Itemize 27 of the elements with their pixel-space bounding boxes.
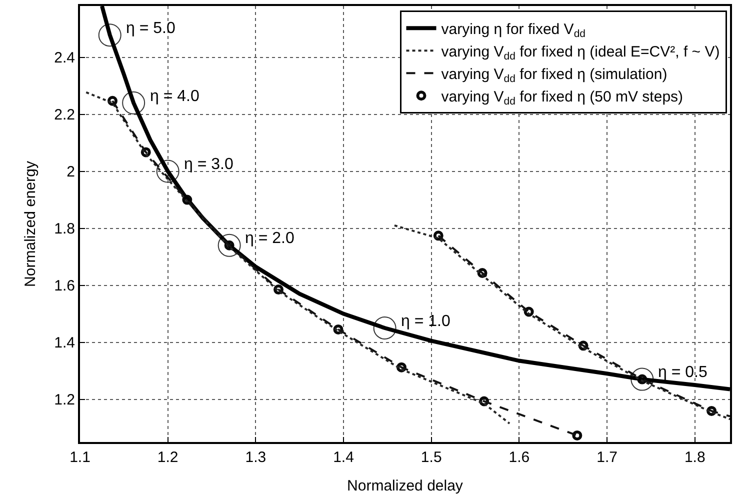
legend-label: varying η for fixed V$_{dd}$ — [441, 20, 586, 40]
annotation: η = 1.0 — [401, 313, 450, 330]
annotation: η = 4.0 — [150, 88, 200, 105]
y-tick-label: 2.2 — [54, 106, 75, 124]
x-axis-title: Normalized delay — [347, 478, 464, 494]
legend-label: varying V$_{dd}$ for fixed η (ideal E=CV², f ~ V) — [441, 43, 720, 63]
y-tick-label: 1.8 — [54, 220, 75, 238]
annotation: η = 0.5 — [658, 364, 708, 381]
legend-label: varying V$_{dd}$ for fixed η (simulation) — [441, 66, 668, 86]
x-tick-label: 1.8 — [684, 449, 706, 466]
y-axis-title: Normalized energy — [22, 160, 39, 287]
y-tick-label: 2 — [66, 164, 75, 181]
legend-label: varying V$_{dd}$ for fixed η (50 mV steps) — [441, 88, 684, 108]
x-tick-label: 1.4 — [333, 449, 354, 466]
y-tick-label: 1.6 — [54, 278, 75, 295]
y-tick-label: 1.4 — [54, 334, 75, 352]
annotation: η = 2.0 — [245, 230, 294, 247]
x-tick-label: 1.1 — [70, 449, 90, 466]
y-tick-label: 1.2 — [54, 392, 75, 408]
x-tick-label: 1.6 — [508, 449, 530, 466]
annotation: η = 3.0 — [184, 156, 234, 173]
x-tick-label: 1.5 — [420, 449, 442, 466]
x-tick-label: 1.7 — [596, 449, 618, 466]
x-tick-label: 1.2 — [157, 449, 178, 466]
y-tick-label: 2.4 — [54, 50, 75, 67]
annotation: η = 5.0 — [126, 20, 176, 37]
x-tick-label: 1.3 — [245, 449, 266, 466]
